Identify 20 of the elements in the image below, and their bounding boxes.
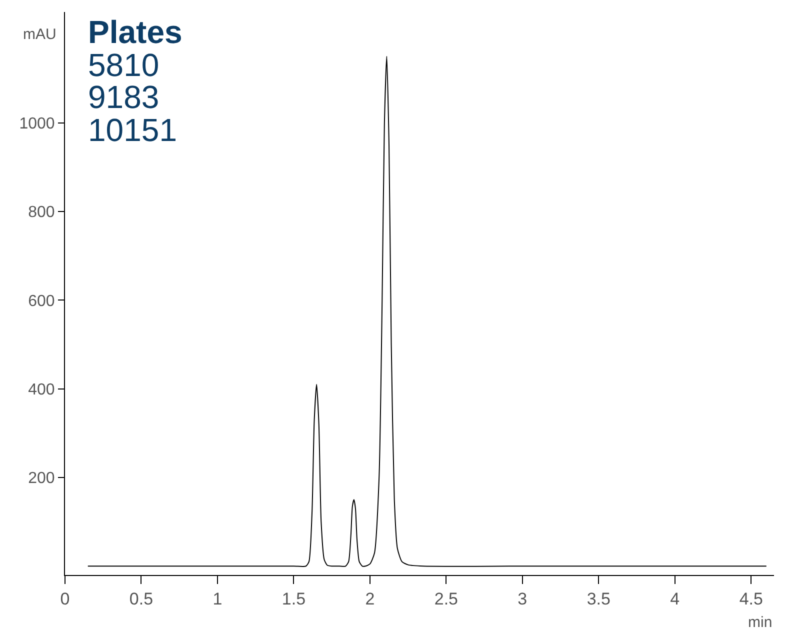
annotation: Plates [88,14,182,50]
x-tick-label: 2 [365,589,375,608]
x-tick-label: 4 [670,589,680,608]
y-tick-label: 1000 [19,115,55,132]
y-axis-title: mAU [23,26,56,43]
x-axis-title: min [748,614,772,631]
x-tick-label: 1.5 [282,589,306,608]
annotation: 10151 [88,112,177,148]
x-tick-label: 3.5 [586,589,610,608]
x-tick-label: 4.5 [739,589,763,608]
y-tick-label: 200 [28,470,55,488]
y-tick-label: 400 [28,381,55,398]
line-series [87,56,767,567]
y-tick-label: 600 [28,292,55,310]
x-tick-label: 1 [212,589,222,608]
y-tick-label: 800 [28,204,55,222]
x-tick-label: 3 [518,589,528,608]
x-tick-label: 2.5 [434,589,458,608]
x-tick-label: 0.5 [129,589,154,608]
x-tick-label: 0 [60,589,70,608]
